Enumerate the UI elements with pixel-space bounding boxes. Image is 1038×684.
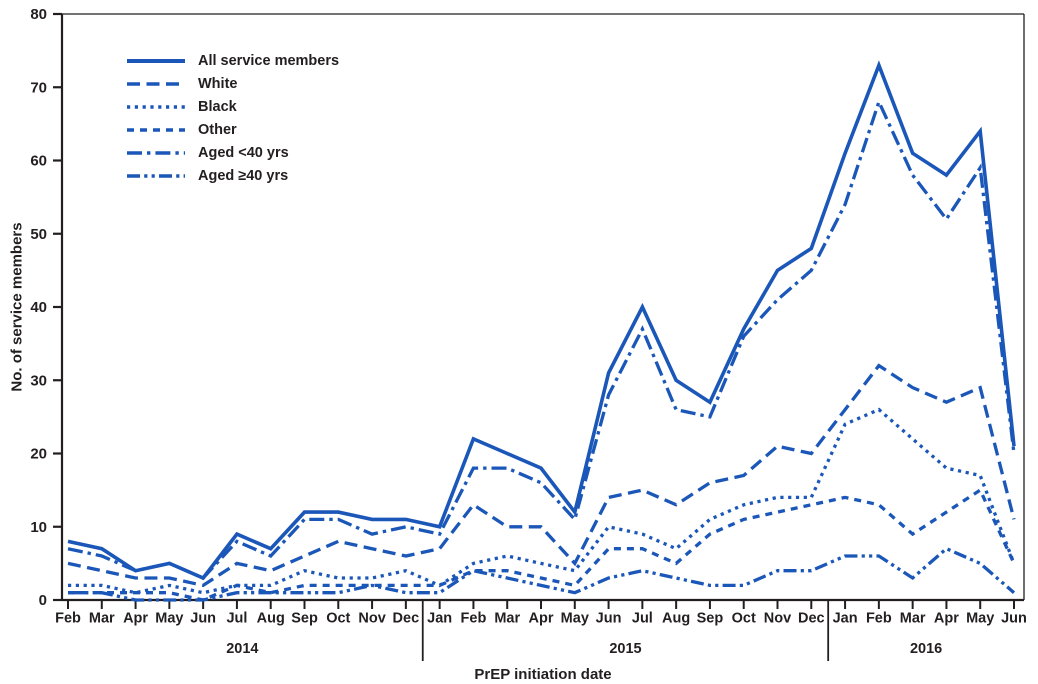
- series-line-aged-lt40-yrs: [67, 97, 1016, 580]
- x-tick-label: May: [966, 611, 994, 627]
- x-tick-label: Mar: [900, 611, 926, 627]
- y-tick-label: 30: [30, 372, 47, 389]
- y-tick-label: 20: [30, 446, 47, 463]
- y-tick-label: 70: [30, 79, 47, 96]
- x-tick-label: Nov: [764, 611, 791, 627]
- x-tick-label: Dec: [798, 611, 825, 627]
- x-tick-label: Feb: [461, 611, 487, 627]
- series-line-black: [68, 407, 1016, 595]
- legend-swatch-dotted: [127, 104, 185, 109]
- series-line-white: [67, 363, 1016, 588]
- x-tick-label: Jun: [190, 611, 216, 627]
- y-tick-label: 10: [30, 519, 47, 536]
- x-tick-label: Mar: [89, 611, 115, 627]
- x-tick-label: Jul: [226, 611, 247, 627]
- legend-item-aged-gte40-yrs: Aged ≥40 yrs: [127, 164, 339, 187]
- x-tick-label: Oct: [326, 611, 350, 627]
- x-tick-label: Apr: [529, 611, 554, 627]
- year-label: 2016: [910, 641, 942, 657]
- x-tick-label: Sep: [697, 611, 724, 627]
- y-tick-label: 40: [30, 299, 47, 316]
- x-tick-label: Feb: [55, 611, 81, 627]
- legend-label: White: [198, 75, 238, 92]
- legend-swatch-dash-dot-dot: [127, 173, 185, 178]
- legend-swatch-short-dash: [127, 127, 185, 132]
- x-tick-label: May: [561, 611, 589, 627]
- legend-item-all-service-members: All service members: [127, 49, 339, 72]
- legend-item-white: White: [127, 72, 339, 95]
- y-axis-title: No. of service members: [8, 222, 26, 392]
- x-tick-label: Apr: [934, 611, 959, 627]
- x-tick-label: Aug: [257, 611, 285, 627]
- series-line-aged-gte40-yrs: [68, 546, 1016, 602]
- year-label: 2014: [226, 641, 258, 657]
- legend-item-black: Black: [127, 95, 339, 118]
- x-tick-label: Jan: [833, 611, 858, 627]
- legend-swatch-dash-dot: [127, 150, 185, 155]
- y-tick-label: 50: [30, 226, 47, 243]
- legend-swatch-long-dash: [127, 81, 185, 86]
- legend-label: Aged <40 yrs: [198, 144, 289, 161]
- legend-item-aged-lt40-yrs: Aged <40 yrs: [127, 141, 339, 164]
- x-tick-label: Jan: [427, 611, 452, 627]
- year-label: 2015: [609, 641, 641, 657]
- x-tick-label: Jun: [1001, 611, 1027, 627]
- y-tick-label: 0: [39, 592, 47, 609]
- x-tick-label: Jun: [596, 611, 622, 627]
- x-tick-label: Sep: [291, 611, 318, 627]
- legend-item-other: Other: [127, 118, 339, 141]
- x-tick-label: Jul: [632, 611, 653, 627]
- legend-label: All service members: [198, 52, 340, 69]
- x-tick-label: Mar: [494, 611, 520, 627]
- series-line-other: [68, 487, 1016, 602]
- x-tick-label: Feb: [866, 611, 892, 627]
- y-tick-label: 80: [30, 6, 47, 23]
- x-tick-label: Nov: [358, 611, 385, 627]
- legend-label: Black: [198, 98, 237, 115]
- x-tick-label: Aug: [662, 611, 690, 627]
- legend-label: Aged ≥40 yrs: [198, 167, 289, 184]
- x-tick-label: Apr: [123, 611, 148, 627]
- legend-swatch-solid: [127, 58, 185, 63]
- legend: All service members White Black Other Aged <…: [127, 49, 339, 187]
- x-axis-title: PrEP initiation date: [474, 666, 612, 683]
- x-tick-label: Oct: [732, 611, 756, 627]
- legend-label: Other: [198, 121, 237, 138]
- y-tick-label: 60: [30, 153, 47, 170]
- series-line-all-service-members: [67, 60, 1016, 581]
- x-tick-label: Dec: [393, 611, 420, 627]
- x-tick-label: May: [155, 611, 183, 627]
